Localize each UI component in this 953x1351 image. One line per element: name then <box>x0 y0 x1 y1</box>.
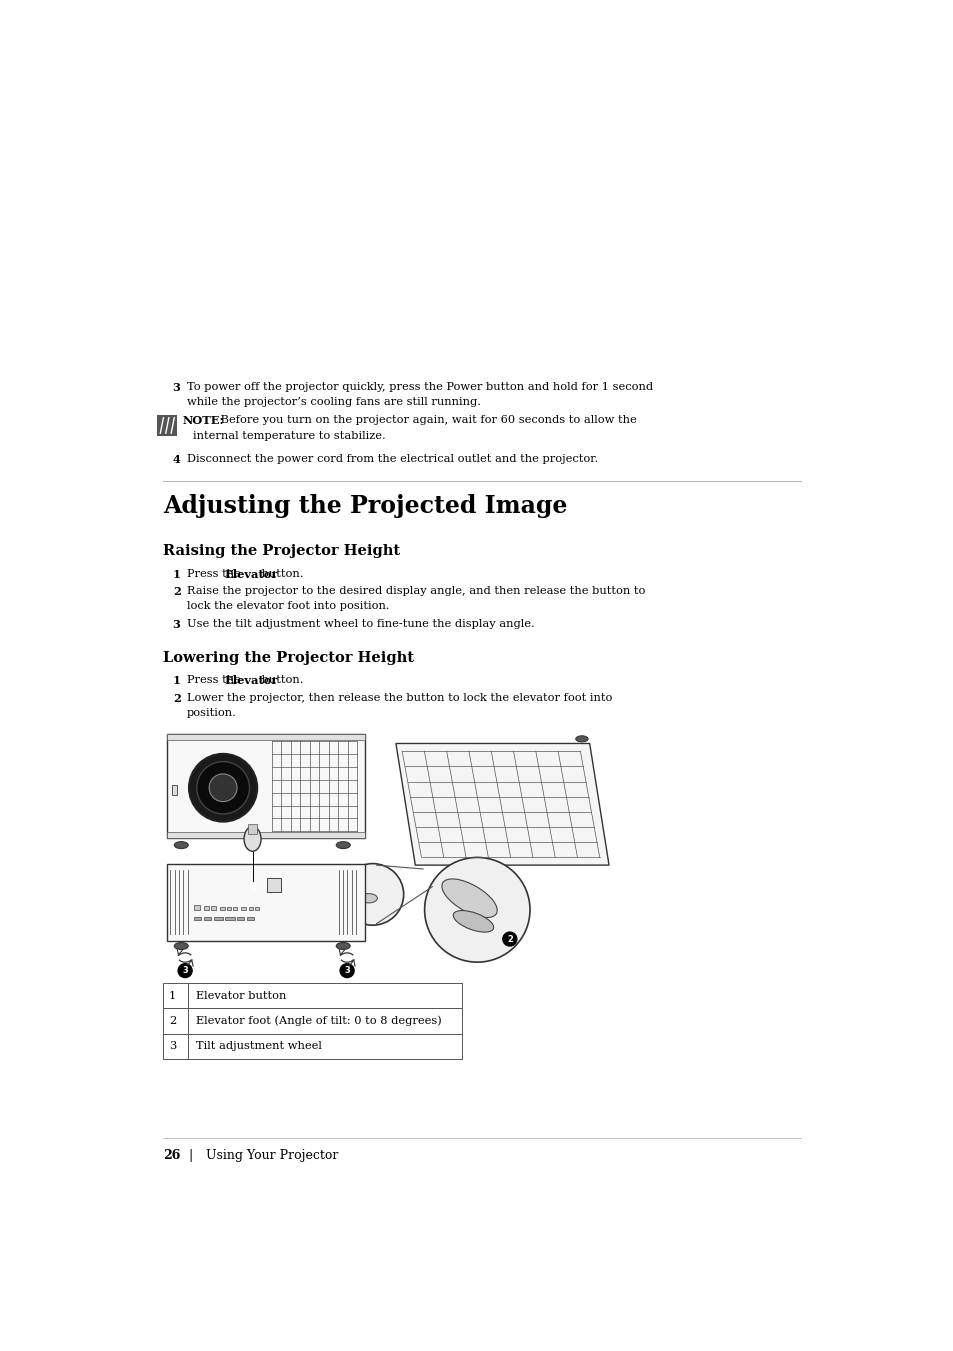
Ellipse shape <box>174 943 188 950</box>
Text: NOTE:: NOTE: <box>183 415 224 426</box>
Bar <box>204 907 209 909</box>
Bar <box>220 907 224 909</box>
Text: 1: 1 <box>250 884 255 892</box>
Text: 1: 1 <box>172 569 180 580</box>
Bar <box>248 824 257 834</box>
Ellipse shape <box>244 827 261 851</box>
Bar <box>225 917 234 920</box>
Text: button.: button. <box>258 569 304 580</box>
Text: 2: 2 <box>169 1016 176 1025</box>
Text: Tilt adjustment wheel: Tilt adjustment wheel <box>195 1042 321 1051</box>
Bar <box>204 917 211 920</box>
Circle shape <box>502 932 517 946</box>
Text: 1: 1 <box>172 676 180 686</box>
Bar <box>236 917 244 920</box>
Text: Elevator foot (Angle of tilt: 0 to 8 degrees): Elevator foot (Angle of tilt: 0 to 8 deg… <box>195 1016 441 1027</box>
Ellipse shape <box>441 880 497 917</box>
Ellipse shape <box>174 842 188 848</box>
Text: Disconnect the power cord from the electrical outlet and the projector.: Disconnect the power cord from the elect… <box>187 454 598 463</box>
Text: To power off the projector quickly, press the Power button and hold for 1 second: To power off the projector quickly, pres… <box>187 381 652 392</box>
Bar <box>227 907 231 909</box>
Text: Elevator: Elevator <box>224 569 277 580</box>
Bar <box>213 917 223 920</box>
Bar <box>247 917 253 920</box>
Text: Raise the projector to the desired display angle, and then release the button to: Raise the projector to the desired displ… <box>187 586 644 596</box>
Text: Lower the projector, then release the button to lock the elevator foot into: Lower the projector, then release the bu… <box>187 693 612 703</box>
Text: internal temperature to stabilize.: internal temperature to stabilize. <box>193 431 385 442</box>
Text: Elevator: Elevator <box>224 676 277 686</box>
Bar <box>163 1034 461 1059</box>
Bar <box>233 907 236 909</box>
Bar <box>254 907 258 909</box>
Text: 3: 3 <box>172 381 180 393</box>
Text: 3: 3 <box>344 966 350 975</box>
Text: 3: 3 <box>169 1042 176 1051</box>
Ellipse shape <box>360 893 377 902</box>
Circle shape <box>424 858 530 962</box>
Text: position.: position. <box>187 708 236 717</box>
Text: button.: button. <box>258 676 304 685</box>
Text: 4: 4 <box>172 454 180 465</box>
Text: 26: 26 <box>163 1150 181 1162</box>
Circle shape <box>178 963 192 978</box>
Text: Adjusting the Projected Image: Adjusting the Projected Image <box>163 494 567 519</box>
Circle shape <box>196 762 249 813</box>
Bar <box>212 907 216 909</box>
Circle shape <box>340 963 354 978</box>
Text: while the projector’s cooling fans are still running.: while the projector’s cooling fans are s… <box>187 397 480 407</box>
Circle shape <box>341 863 403 925</box>
Text: Press the: Press the <box>187 569 244 580</box>
Text: Raising the Projector Height: Raising the Projector Height <box>163 544 400 558</box>
Text: Lowering the Projector Height: Lowering the Projector Height <box>163 651 414 665</box>
Text: Use the tilt adjustment wheel to fine-tune the display angle.: Use the tilt adjustment wheel to fine-tu… <box>187 619 534 628</box>
Ellipse shape <box>453 911 493 932</box>
Text: 2: 2 <box>172 586 180 597</box>
Bar <box>167 734 365 838</box>
Text: |: | <box>188 1150 193 1162</box>
Text: Press the: Press the <box>187 676 244 685</box>
Bar <box>241 907 245 909</box>
Bar <box>172 785 176 796</box>
Text: 1: 1 <box>169 990 176 1001</box>
Text: lock the elevator foot into position.: lock the elevator foot into position. <box>187 601 389 612</box>
Circle shape <box>189 754 257 821</box>
Bar <box>167 734 365 740</box>
Text: Elevator button: Elevator button <box>195 990 286 1001</box>
Text: Using Your Projector: Using Your Projector <box>206 1150 338 1162</box>
Bar <box>157 415 176 436</box>
Circle shape <box>245 881 259 894</box>
Ellipse shape <box>335 943 350 950</box>
Polygon shape <box>395 743 608 865</box>
Bar <box>249 907 253 909</box>
Text: 2: 2 <box>506 935 513 943</box>
Text: 2: 2 <box>172 693 180 704</box>
Bar <box>163 984 461 1008</box>
Bar <box>163 1008 461 1034</box>
Ellipse shape <box>575 736 587 742</box>
Circle shape <box>209 774 236 801</box>
Bar <box>167 832 365 838</box>
Text: Before you turn on the projector again, wait for 60 seconds to allow the: Before you turn on the projector again, … <box>216 415 636 424</box>
Bar <box>267 878 280 892</box>
Bar <box>194 917 201 920</box>
Ellipse shape <box>335 842 350 848</box>
Bar <box>194 905 199 909</box>
Bar <box>167 863 365 940</box>
Text: 3: 3 <box>172 619 180 630</box>
Text: 3: 3 <box>182 966 188 975</box>
